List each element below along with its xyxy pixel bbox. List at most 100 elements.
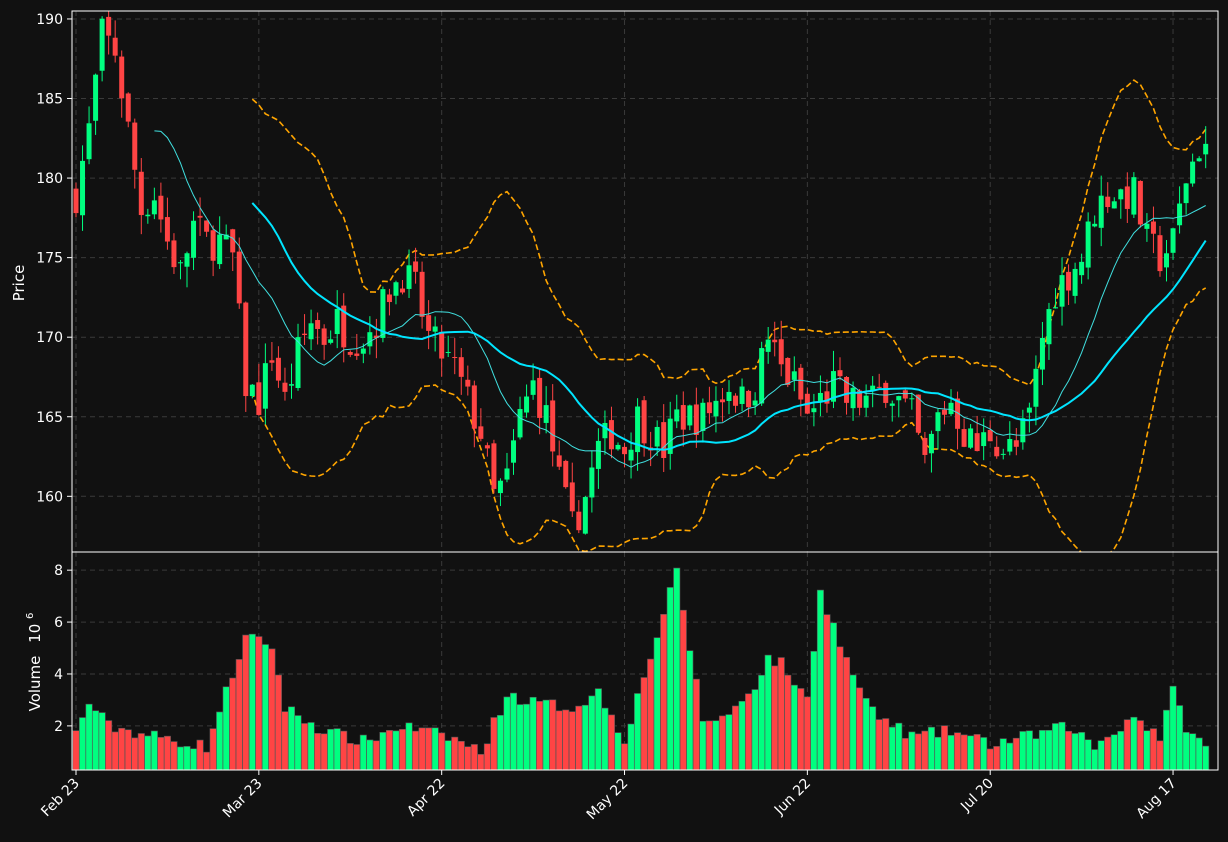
candle-down: [733, 395, 739, 406]
candle-down: [719, 399, 725, 403]
volume-bar-down: [111, 731, 119, 771]
volume-bar-up: [1169, 685, 1177, 771]
volume-bar-down: [1156, 740, 1164, 771]
volume-bar-down: [914, 733, 922, 771]
volume-bar-down: [235, 659, 243, 771]
volume-bar-down: [1065, 730, 1073, 771]
volume-bar-down: [398, 729, 406, 771]
candle-down: [994, 446, 1000, 457]
price-tick-label: 165: [36, 410, 63, 426]
volume-bar-up: [751, 689, 759, 771]
volume-bar-down: [105, 720, 113, 771]
candle-down: [550, 400, 556, 452]
volume-bar-up: [510, 692, 518, 771]
volume-bar-up: [699, 720, 707, 771]
volume-bar-up: [92, 710, 100, 771]
volume-bar-up: [542, 699, 550, 771]
candle-down: [210, 230, 216, 261]
candle-up: [739, 386, 745, 404]
candle-up: [968, 428, 974, 448]
volume-bar-down: [901, 738, 909, 771]
candle-up: [530, 380, 536, 395]
candle-down: [243, 302, 249, 397]
volume-bar-down: [477, 754, 485, 771]
candle-down: [641, 400, 647, 444]
volume-bar-down: [137, 733, 145, 771]
candle-down: [974, 433, 980, 452]
volume-bar-down: [438, 732, 446, 771]
candle-up: [524, 396, 530, 413]
volume-bar-up: [967, 735, 975, 771]
candle-up: [1131, 177, 1137, 215]
volume-bar-up: [1195, 737, 1203, 771]
volume-bar-up: [496, 714, 504, 771]
volume-bar-down: [823, 614, 831, 771]
volume-bar-down: [843, 657, 851, 771]
candle-down: [230, 229, 236, 253]
volume-bar-up: [849, 674, 857, 771]
candle-up: [1196, 158, 1202, 162]
volume-bar-down: [163, 735, 171, 771]
volume-bar-down: [418, 727, 426, 771]
candle-down: [837, 370, 843, 377]
volume-bar-down: [483, 743, 491, 771]
candle-up: [1190, 161, 1196, 184]
volume-panel-frame: [71, 551, 1219, 771]
candle-down: [608, 420, 614, 450]
candle-up: [935, 412, 941, 432]
candle-up: [595, 440, 601, 469]
candle-up: [380, 289, 386, 338]
volume-bar-up: [908, 731, 916, 771]
volume-bar-up: [725, 714, 733, 771]
volume-bar-down: [921, 730, 929, 771]
candle-down: [204, 220, 210, 232]
volume-bar-down: [986, 748, 994, 771]
volume-bar-up: [176, 746, 184, 771]
volume-bar-up: [927, 726, 935, 771]
volume-bar-up: [216, 711, 224, 771]
volume-bar-up: [307, 722, 315, 771]
volume-bar-up: [1038, 730, 1046, 771]
volume-bar-up: [1110, 734, 1118, 771]
volume-bar-up: [1130, 716, 1138, 771]
volume-bar-down: [320, 733, 328, 771]
candle-down: [778, 339, 784, 365]
price-tick-label: 160: [36, 489, 63, 505]
candle-down: [269, 360, 275, 363]
candle-down: [746, 390, 752, 408]
candle-up: [217, 234, 223, 265]
volume-bar-up: [444, 740, 452, 771]
candle-down: [883, 382, 889, 403]
candle-down: [922, 437, 928, 455]
volume-bar-down: [372, 740, 380, 771]
volume-bar-down: [451, 736, 459, 771]
volume-bar-up: [666, 587, 674, 771]
candle-down: [112, 37, 118, 56]
volume-bar-down: [209, 728, 217, 771]
volume-bar-up: [379, 732, 387, 771]
volume-bar-down: [157, 737, 165, 771]
volume-bar-up: [1025, 730, 1033, 771]
candle-down: [902, 390, 908, 399]
volume-bar-down: [954, 732, 962, 771]
candle-up: [752, 400, 758, 406]
volume-bar-up: [1176, 705, 1184, 771]
candle-down: [876, 386, 882, 388]
candle-up: [948, 402, 954, 415]
volume-bar-down: [555, 710, 563, 771]
candle-up: [1177, 203, 1183, 226]
volume-bar-up: [248, 633, 256, 771]
volume-tick-label: 6: [54, 615, 63, 631]
volume-axis-exponent-power: 6: [25, 613, 36, 619]
volume-bar-up: [1019, 731, 1027, 771]
candle-down: [413, 261, 419, 272]
volume-axis-label: Volume: [26, 656, 44, 712]
volume-bar-down: [536, 701, 544, 771]
volume-bar-down: [705, 720, 713, 771]
volume-bar-down: [412, 730, 420, 771]
volume-bar-up: [869, 706, 877, 771]
candle-up: [759, 348, 765, 404]
candle-up: [1039, 337, 1045, 370]
candle-down: [1137, 180, 1143, 225]
